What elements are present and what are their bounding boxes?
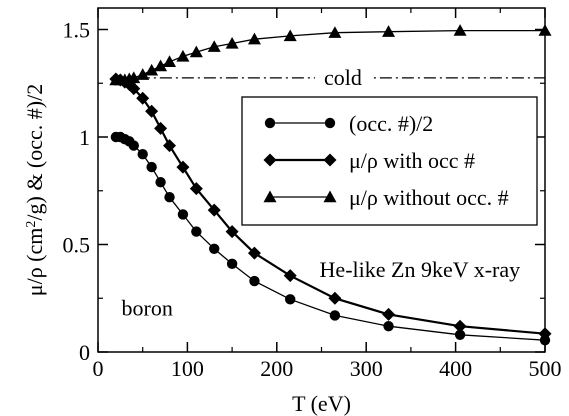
series-triangle bbox=[109, 24, 552, 86]
cold-label-background bbox=[315, 65, 371, 90]
y-axis-label: μ/ρ (cm2/g) & (occ. #)/2 bbox=[22, 84, 47, 296]
data-point bbox=[249, 275, 260, 287]
data-point bbox=[538, 24, 552, 36]
axis-ticks: 0 100 200 300 400 500 0 0.5 1 1.5 bbox=[63, 8, 562, 381]
data-point bbox=[283, 29, 297, 42]
data-point bbox=[453, 24, 467, 36]
data-point bbox=[177, 209, 189, 220]
data-point bbox=[226, 258, 238, 270]
data-point bbox=[283, 269, 297, 283]
data-point bbox=[163, 139, 177, 153]
data-point bbox=[207, 203, 221, 217]
data-point bbox=[191, 226, 202, 237]
data-point bbox=[538, 327, 552, 341]
data-point bbox=[328, 291, 342, 305]
data-point bbox=[146, 161, 157, 173]
data-point bbox=[225, 36, 239, 49]
y-tick-label: 0.5 bbox=[63, 233, 91, 258]
data-point bbox=[247, 32, 261, 45]
x-tick-label: 400 bbox=[439, 356, 472, 381]
x-axis-label: T (eV) bbox=[292, 391, 351, 416]
x-tick-label: 100 bbox=[171, 356, 204, 381]
legend: (occ. #)/2 μ/ρ with occ # μ/ρ without occ.… bbox=[241, 96, 538, 226]
annotations: cold He-like Zn 9keV x-ray boron bbox=[115, 65, 545, 320]
legend-marker bbox=[264, 117, 276, 129]
data-point bbox=[382, 307, 396, 321]
legend-marker bbox=[323, 153, 337, 167]
data-point bbox=[285, 294, 296, 305]
data-point bbox=[189, 182, 203, 196]
annotation-material: boron bbox=[122, 295, 173, 320]
legend-marker bbox=[263, 153, 277, 167]
legend-marker bbox=[263, 190, 277, 203]
data-point bbox=[383, 321, 394, 332]
data-point bbox=[453, 319, 467, 333]
annotation-condition: He-like Zn 9keV x-ray bbox=[320, 257, 521, 282]
legend-marker bbox=[323, 190, 337, 203]
data-point bbox=[154, 121, 168, 135]
data-point bbox=[136, 68, 150, 80]
data-point bbox=[247, 246, 261, 260]
data-point bbox=[163, 55, 177, 67]
y-axis-label-superscript: 2 bbox=[24, 221, 39, 228]
data-point bbox=[145, 104, 159, 118]
y-tick-label: 1 bbox=[79, 125, 90, 150]
data-point bbox=[225, 225, 239, 239]
data-point bbox=[329, 310, 341, 321]
x-tick-label: 0 bbox=[93, 356, 104, 381]
data-point bbox=[137, 149, 148, 160]
data-point bbox=[328, 26, 342, 38]
data-point bbox=[127, 71, 141, 84]
data-point bbox=[382, 25, 396, 37]
data-point bbox=[207, 40, 221, 52]
data-point bbox=[145, 63, 159, 76]
data-point bbox=[154, 59, 168, 72]
legend-entry: μ/ρ with occ # bbox=[349, 148, 475, 173]
data-point bbox=[155, 176, 166, 188]
x-tick-label: 200 bbox=[260, 356, 293, 381]
y-tick-label: 1.5 bbox=[63, 18, 91, 43]
data-point bbox=[209, 243, 220, 254]
x-tick-label: 300 bbox=[350, 356, 383, 381]
x-tick-label: 500 bbox=[529, 356, 562, 381]
data-point bbox=[127, 82, 141, 96]
data-point bbox=[128, 140, 139, 151]
y-axis-label-part-1: μ/ρ (cm bbox=[22, 228, 47, 297]
data-point bbox=[189, 45, 203, 58]
y-tick-label: 0 bbox=[79, 340, 90, 365]
legend-entry: (occ. #)/2 bbox=[349, 111, 433, 136]
data-point bbox=[136, 91, 150, 105]
y-axis-label-part-2: /g) & (occ. #)/2 bbox=[22, 84, 47, 221]
data-point bbox=[164, 192, 175, 203]
legend-marker bbox=[324, 117, 336, 129]
data-point bbox=[176, 49, 190, 62]
legend-entry: μ/ρ without occ. # bbox=[349, 185, 509, 210]
series-circle bbox=[110, 131, 551, 346]
cold-label: cold bbox=[324, 65, 362, 90]
series-layer bbox=[109, 24, 552, 346]
data-point bbox=[176, 160, 190, 174]
data-point bbox=[454, 329, 466, 340]
